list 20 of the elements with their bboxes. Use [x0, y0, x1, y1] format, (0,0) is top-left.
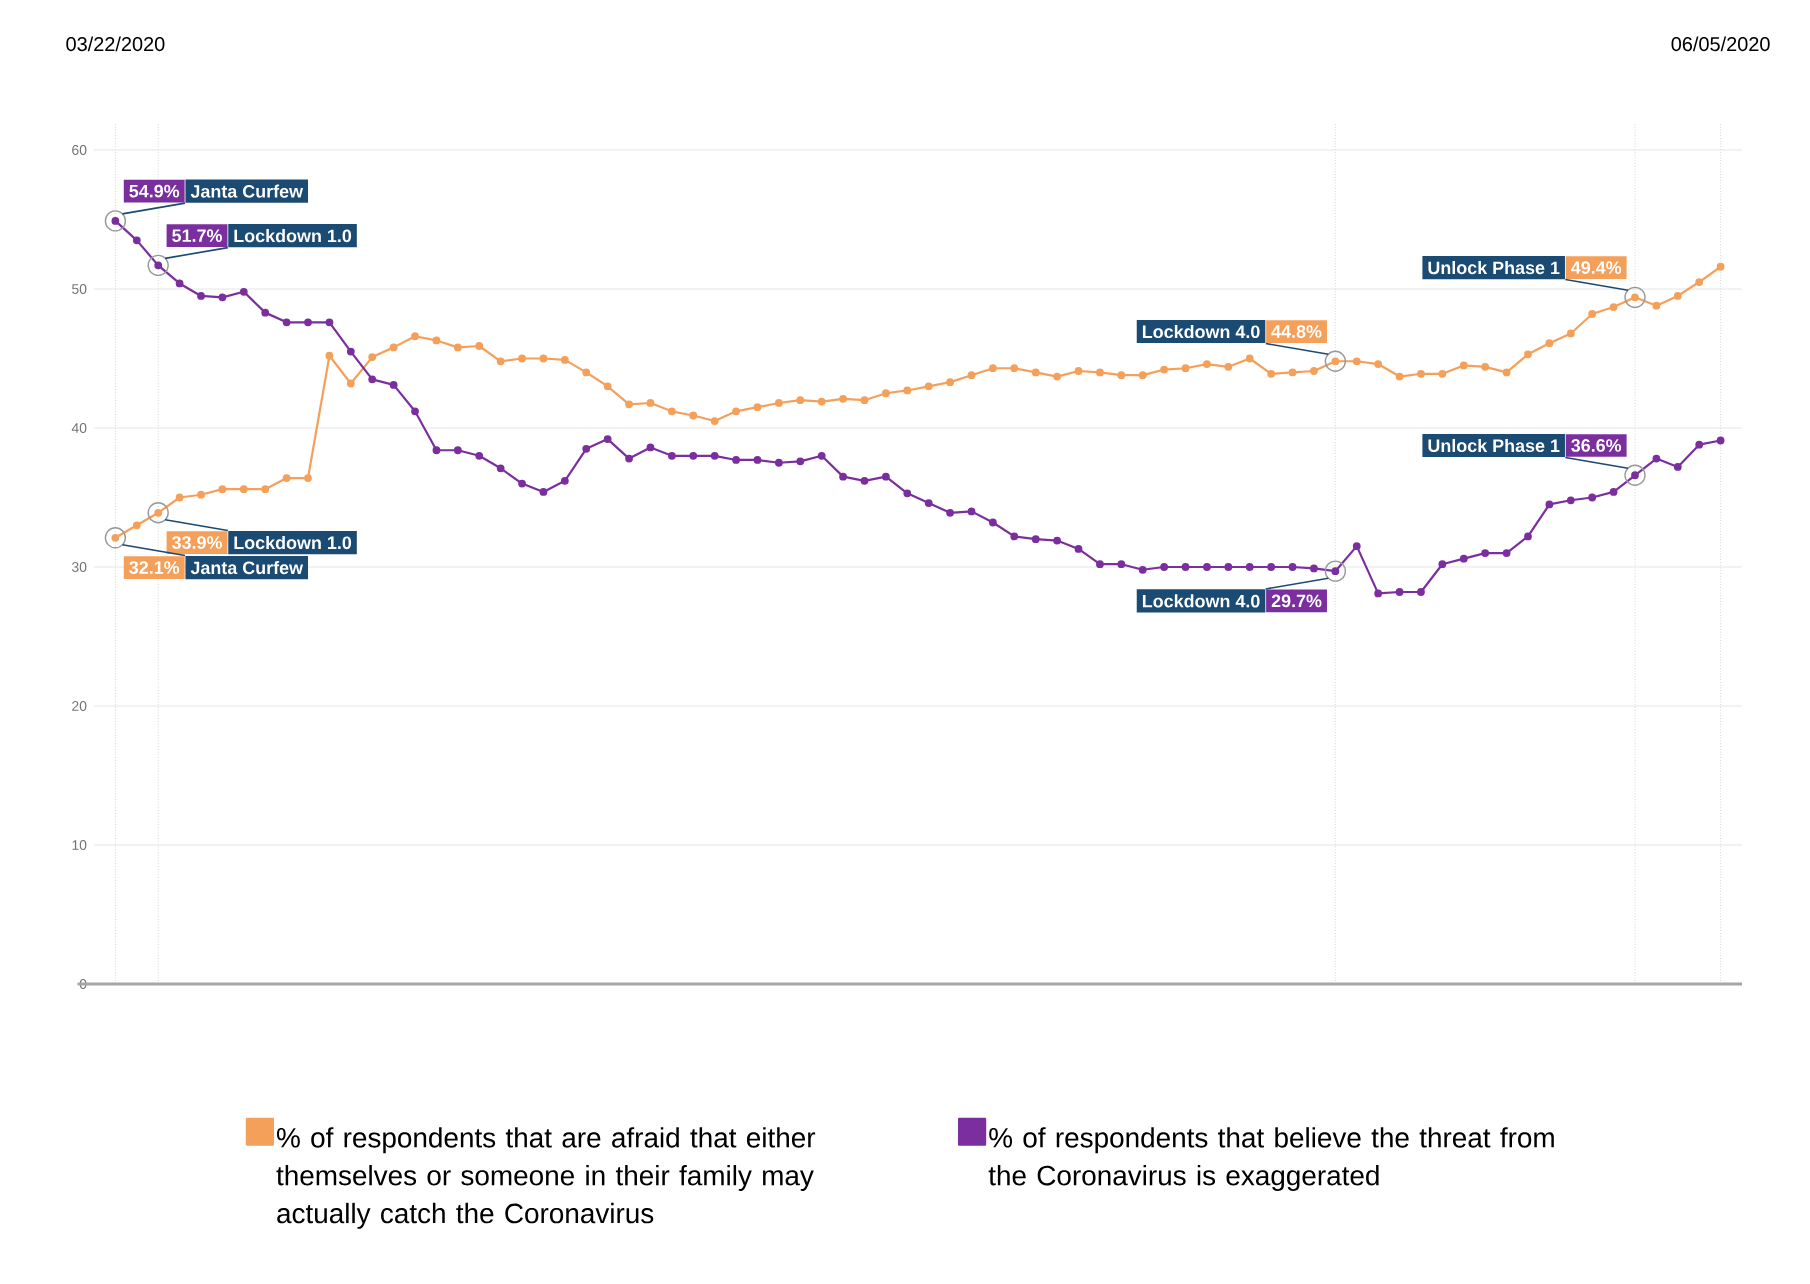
- data-label: 49.4%: [1571, 261, 1622, 274]
- data-label: 33.9%: [172, 536, 222, 549]
- data-label: 44.8%: [1271, 325, 1322, 338]
- annotation: Lockdown 4.0: [1142, 594, 1260, 608]
- annotation: Lockdown 1.0: [234, 229, 352, 243]
- x-tick-label: 03/22/2020: [66, 36, 165, 52]
- data-label: 51.7%: [172, 229, 222, 242]
- data-label: 36.6%: [1571, 439, 1622, 452]
- annotation: Lockdown 1.0: [234, 535, 352, 550]
- annotation: Janta Curfew: [190, 560, 304, 575]
- legend-label: % of respondents that believe the threat from the Coronavirus is exaggerated: [988, 1127, 1554, 1191]
- annotation: Lockdown 4.0: [1142, 324, 1260, 339]
- data-label: 32.1%: [129, 561, 180, 574]
- data-label: 29.7%: [1271, 594, 1322, 608]
- data-label: 54.9%: [129, 184, 180, 198]
- annotation: Unlock Phase 1: [1428, 438, 1560, 453]
- x-tick-label: 06/05/2020: [1671, 36, 1770, 52]
- annotation: Unlock Phase 1: [1428, 261, 1560, 275]
- legend-label: % of respondents that are afraid that either themselves or someone in their family may actually catch the Coronavirus: [276, 1127, 816, 1229]
- annotation: Janta Curfew: [190, 184, 304, 198]
